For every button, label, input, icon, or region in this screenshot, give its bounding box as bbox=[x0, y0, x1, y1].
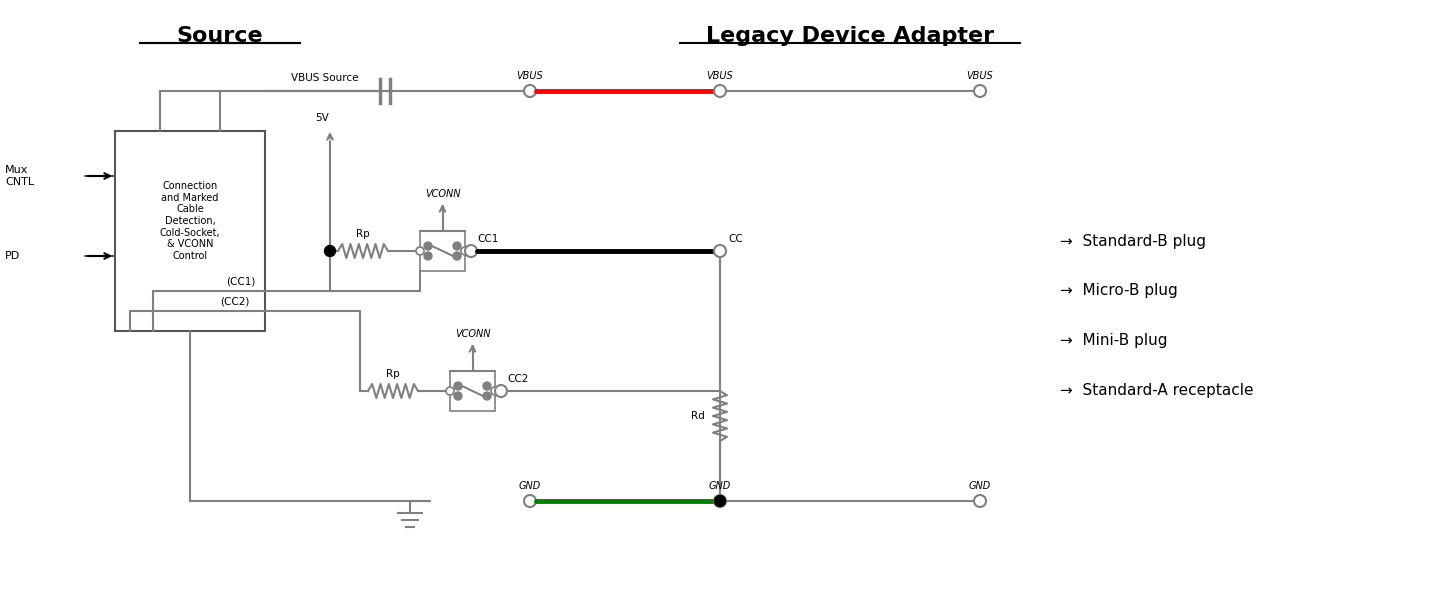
Circle shape bbox=[324, 246, 336, 257]
Text: GND: GND bbox=[519, 481, 541, 491]
Circle shape bbox=[714, 496, 725, 507]
Text: VCONN: VCONN bbox=[425, 189, 460, 199]
Text: →  Mini-B plug: → Mini-B plug bbox=[1060, 334, 1168, 348]
Text: CC: CC bbox=[728, 234, 743, 244]
Text: (CC1): (CC1) bbox=[226, 276, 255, 286]
Text: →  Standard-B plug: → Standard-B plug bbox=[1060, 233, 1206, 249]
Text: Legacy Device Adapter: Legacy Device Adapter bbox=[707, 26, 994, 46]
Text: Source: Source bbox=[177, 26, 264, 46]
Circle shape bbox=[483, 382, 490, 390]
Circle shape bbox=[483, 392, 490, 400]
Circle shape bbox=[714, 495, 725, 507]
Text: (CC2): (CC2) bbox=[221, 296, 249, 306]
Bar bbox=[115, 131, 265, 331]
Circle shape bbox=[461, 247, 469, 255]
Circle shape bbox=[523, 495, 536, 507]
Circle shape bbox=[424, 242, 433, 250]
Text: 5V: 5V bbox=[316, 113, 329, 123]
Circle shape bbox=[453, 252, 461, 260]
Text: Rp: Rp bbox=[356, 229, 371, 239]
Circle shape bbox=[464, 245, 477, 257]
Text: Rd: Rd bbox=[691, 411, 705, 421]
Text: Rp: Rp bbox=[386, 369, 399, 379]
Text: CC1: CC1 bbox=[477, 234, 499, 244]
Text: VCONN: VCONN bbox=[454, 329, 490, 339]
Text: →  Standard-A receptacle: → Standard-A receptacle bbox=[1060, 384, 1253, 398]
Circle shape bbox=[523, 85, 536, 97]
Text: GND: GND bbox=[969, 481, 991, 491]
Circle shape bbox=[454, 392, 461, 400]
Circle shape bbox=[973, 495, 986, 507]
Circle shape bbox=[495, 385, 508, 397]
Circle shape bbox=[714, 245, 725, 257]
Text: GND: GND bbox=[709, 481, 731, 491]
Circle shape bbox=[453, 242, 461, 250]
Circle shape bbox=[424, 252, 433, 260]
Text: VBUS: VBUS bbox=[516, 71, 544, 81]
Text: CC2: CC2 bbox=[508, 374, 528, 384]
Circle shape bbox=[415, 247, 424, 255]
Text: Mux
CNTL: Mux CNTL bbox=[4, 165, 35, 187]
Text: VBUS: VBUS bbox=[707, 71, 734, 81]
Circle shape bbox=[446, 387, 454, 395]
Circle shape bbox=[714, 85, 725, 97]
Bar bbox=[450, 371, 495, 411]
Text: Connection
and Marked
Cable
Detection,
Cold-Socket,
& VCONN
Control: Connection and Marked Cable Detection, C… bbox=[160, 181, 221, 261]
Circle shape bbox=[973, 85, 986, 97]
Bar bbox=[420, 231, 464, 271]
Circle shape bbox=[454, 382, 461, 390]
Text: →  Micro-B plug: → Micro-B plug bbox=[1060, 284, 1178, 299]
Text: VBUS Source: VBUS Source bbox=[291, 73, 359, 83]
Circle shape bbox=[490, 387, 499, 395]
Text: VBUS: VBUS bbox=[966, 71, 994, 81]
Text: PD: PD bbox=[4, 251, 20, 261]
